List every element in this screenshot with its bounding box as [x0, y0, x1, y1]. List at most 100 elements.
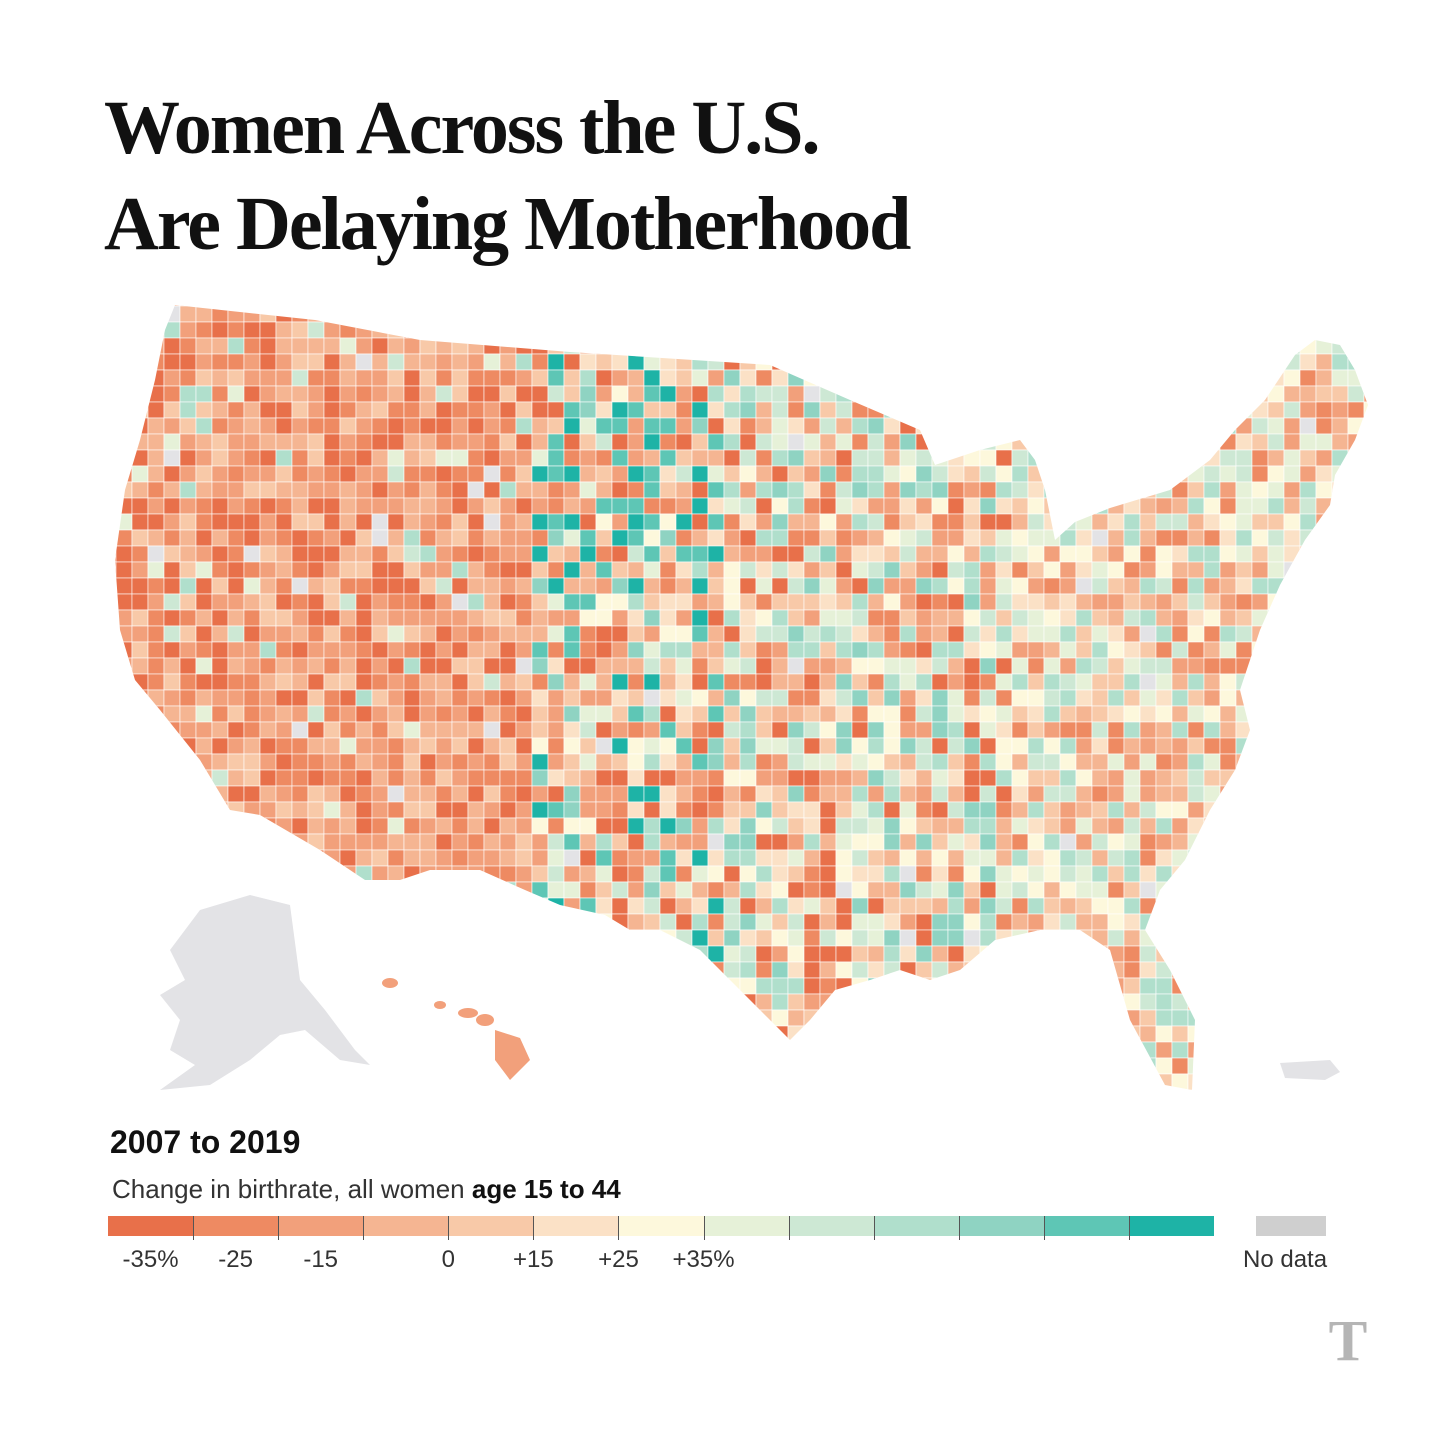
county-cell	[211, 833, 229, 851]
county-cell	[1251, 433, 1269, 451]
county-cell	[451, 561, 469, 579]
county-cell	[1187, 801, 1205, 819]
county-cell	[739, 1025, 757, 1043]
county-cell	[899, 737, 917, 755]
county-cell	[835, 465, 853, 483]
county-cell	[883, 849, 901, 867]
county-cell	[563, 625, 581, 643]
county-cell	[563, 321, 581, 339]
county-cell	[163, 1057, 181, 1075]
county-cell	[915, 1057, 933, 1075]
county-cell	[275, 1041, 293, 1059]
county-cell	[1363, 465, 1368, 483]
county-cell	[371, 625, 389, 643]
county-cell	[787, 913, 805, 931]
county-cell	[579, 1009, 597, 1027]
county-cell	[531, 657, 549, 675]
county-cell	[819, 385, 837, 403]
county-cell	[1091, 561, 1109, 579]
county-cell	[1043, 945, 1061, 963]
county-cell	[755, 849, 773, 867]
county-cell	[931, 1057, 949, 1075]
county-cell	[387, 385, 405, 403]
county-cell	[515, 321, 533, 339]
county-cell	[403, 929, 421, 947]
county-cell	[899, 577, 917, 595]
county-cell	[371, 369, 389, 387]
county-cell	[515, 801, 533, 819]
county-cell	[675, 545, 693, 563]
county-cell	[1059, 705, 1077, 723]
county-cell	[1299, 833, 1317, 851]
county-cell	[867, 849, 885, 867]
county-cell	[243, 353, 261, 371]
county-cell	[1075, 609, 1093, 627]
county-cell	[131, 849, 149, 867]
county-cell	[1043, 721, 1061, 739]
county-cell	[755, 1073, 773, 1090]
county-cell	[771, 865, 789, 883]
county-cell	[147, 641, 165, 659]
county-cell	[1011, 305, 1029, 323]
county-cell	[931, 785, 949, 803]
county-cell	[1251, 449, 1269, 467]
county-cell	[1091, 801, 1109, 819]
county-cell	[1107, 305, 1125, 323]
county-cell	[1283, 673, 1301, 691]
county-cell	[227, 641, 245, 659]
county-cell	[499, 321, 517, 339]
county-cell	[1267, 673, 1285, 691]
county-cell	[755, 529, 773, 547]
county-cell	[931, 897, 949, 915]
county-cell	[963, 833, 981, 851]
county-cell	[675, 449, 693, 467]
county-cell	[931, 625, 949, 643]
county-cell	[979, 609, 997, 627]
county-cell	[451, 369, 469, 387]
county-cell	[771, 1057, 789, 1075]
county-cell	[755, 465, 773, 483]
county-cell	[291, 721, 309, 739]
county-cell	[1011, 817, 1029, 835]
county-cell	[115, 369, 117, 387]
county-cell	[995, 401, 1013, 419]
county-cell	[1187, 305, 1205, 307]
county-cell	[659, 497, 677, 515]
county-cell	[499, 737, 517, 755]
county-cell	[1059, 641, 1077, 659]
county-cell	[275, 673, 293, 691]
county-cell	[771, 1025, 789, 1043]
county-cell	[131, 769, 149, 787]
county-cell	[195, 401, 213, 419]
county-cell	[1107, 721, 1125, 739]
county-cell	[579, 881, 597, 899]
county-cell	[339, 801, 357, 819]
county-cell	[387, 353, 405, 371]
county-cell	[371, 1041, 389, 1059]
county-cell	[531, 465, 549, 483]
county-cell	[659, 481, 677, 499]
county-cell	[1043, 529, 1061, 547]
county-cell	[451, 977, 469, 995]
county-cell	[739, 449, 757, 467]
county-cell	[1347, 609, 1365, 627]
county-cell	[979, 1025, 997, 1043]
county-cell	[371, 705, 389, 723]
county-cell	[1123, 529, 1141, 547]
county-cell	[691, 561, 709, 579]
county-cell	[339, 545, 357, 563]
county-cell	[803, 945, 821, 963]
county-cell	[1283, 449, 1301, 467]
county-cell	[323, 865, 341, 883]
county-cell	[1347, 1041, 1365, 1059]
county-cell	[947, 657, 965, 675]
county-cell	[1203, 545, 1221, 563]
county-cell	[1235, 1041, 1253, 1059]
county-cell	[643, 1041, 661, 1059]
county-cell	[323, 881, 341, 899]
county-cell	[851, 609, 869, 627]
county-cell	[243, 689, 261, 707]
county-cell	[1331, 865, 1349, 883]
county-cell	[163, 337, 181, 355]
county-cell	[515, 529, 533, 547]
